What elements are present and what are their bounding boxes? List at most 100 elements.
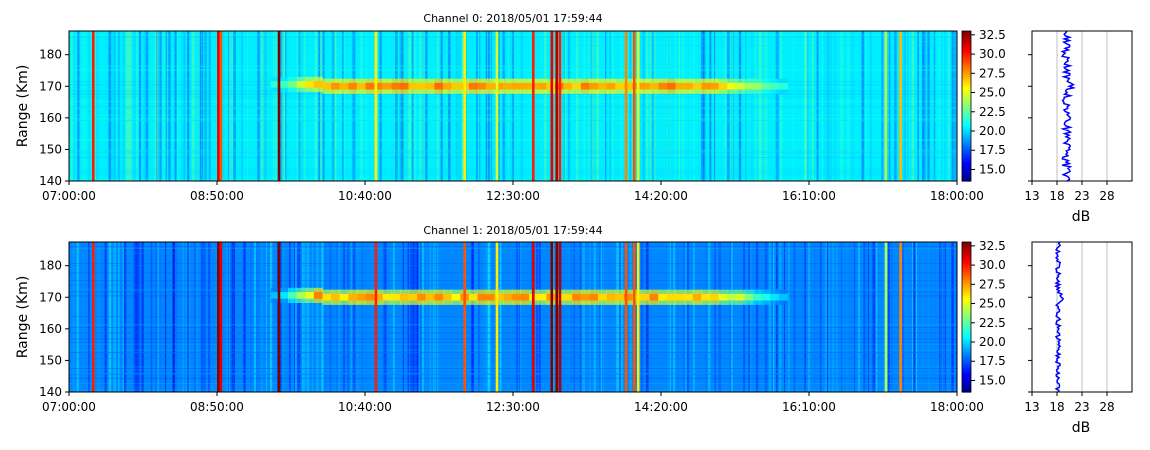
heatmap-streak: [724, 31, 727, 181]
channel-1-colorbar: 15.0 17.5 20.0 22.5 25.0 27.5 30.0 32.5: [961, 239, 1006, 393]
colorbar-frame: [961, 30, 972, 182]
heatmap-streak: [437, 242, 439, 392]
colorbar-segment: [962, 79, 971, 82]
heatmap-streak: [748, 242, 750, 392]
heatmap-streak: [241, 31, 243, 181]
heatmap-streak: [295, 242, 297, 392]
heatmap-streak: [814, 242, 816, 392]
colorbar-tick-label: 30.0: [979, 258, 1006, 272]
profile-curve: [1060, 30, 1077, 182]
heatmap-streak: [708, 242, 711, 392]
heatmap-streak: [939, 242, 941, 392]
echo-layer-segment: [348, 82, 358, 90]
heatmap-streak: [553, 31, 556, 181]
echo-layer-segment: [727, 82, 737, 90]
colorbar-segment: [962, 264, 971, 267]
interference-line: [277, 242, 281, 392]
heatmap-range-row: [69, 358, 957, 360]
colorbar-segment: [962, 171, 971, 174]
colorbar-segment: [962, 298, 971, 301]
heatmap-streak: [573, 242, 575, 392]
heatmap-streak: [589, 242, 592, 392]
colorbar-segment: [962, 268, 971, 271]
heatmap-streak: [705, 242, 707, 392]
heatmap-streak: [564, 31, 566, 181]
echo-layer-segment: [365, 293, 375, 301]
echo-layer-segment: [288, 292, 298, 299]
heatmap-streak: [646, 31, 649, 181]
heatmap-streak: [343, 242, 346, 392]
heatmap-streak: [520, 31, 523, 181]
colorbar-segment: [962, 378, 971, 381]
colorbar-segment: [962, 300, 971, 303]
heatmap-streak: [579, 242, 581, 392]
heatmap-range-row: [69, 386, 957, 388]
echo-layer-segment: [623, 82, 633, 90]
heatmap-streak: [383, 242, 385, 392]
channel-1-ylabel: Range (Km): [15, 276, 31, 359]
colorbar-segment: [962, 145, 971, 148]
heatmap-streak: [379, 31, 382, 181]
colorbar-segment: [962, 336, 971, 339]
heatmap-streak: [256, 242, 259, 392]
colorbar-segment: [962, 53, 971, 56]
heatmap-streak: [819, 242, 822, 392]
heatmap-range-row: [69, 280, 957, 282]
heatmap-streak: [164, 242, 167, 392]
channel-1-profile: 13 18 23 28: [1024, 241, 1133, 414]
colorbar-segment: [962, 107, 971, 110]
echo-layer-segment: [313, 292, 323, 299]
heatmap-streak: [678, 31, 680, 181]
heatmap-streak: [667, 242, 669, 392]
colorbar-segment: [962, 356, 971, 359]
echo-layer-segment: [331, 82, 341, 90]
interference-line: [92, 242, 95, 392]
colorbar-segment: [962, 141, 971, 144]
echo-layer-segment: [313, 81, 323, 88]
heatmap-streak: [422, 242, 424, 392]
heatmap-streak: [591, 242, 593, 392]
heatmap-streak: [112, 31, 115, 181]
channel-1-x-ticks: 07:00:00 08:50:00 10:40:00 12:30:00 14:20:00…: [42, 392, 984, 414]
colorbar-segment: [962, 292, 971, 295]
heatmap-streak: [853, 242, 856, 392]
heatmap-streak: [827, 242, 829, 392]
heatmap-streak: [822, 31, 823, 181]
colorbar-segment: [962, 348, 971, 351]
colorbar-segment: [962, 57, 971, 60]
heatmap-streak: [913, 242, 916, 392]
colorbar-segment: [962, 85, 971, 88]
interference-line: [558, 31, 562, 181]
colorbar-segment: [962, 87, 971, 90]
heatmap-streak: [610, 31, 612, 181]
heatmap-streak: [953, 242, 955, 392]
heatmap-streak: [715, 31, 717, 181]
heatmap-range-row: [69, 114, 957, 116]
heatmap-streak: [651, 31, 654, 181]
heatmap-streak: [447, 31, 451, 181]
colorbar-segment: [962, 260, 971, 263]
echo-layer-segment: [382, 82, 392, 90]
heatmap-streak: [194, 242, 196, 392]
interference-line: [884, 31, 888, 181]
heatmap-range-row: [69, 332, 957, 334]
echo-layer-segment: [279, 81, 289, 88]
x-tick-label: 16:10:00: [782, 189, 836, 203]
heatmap-streak: [688, 31, 690, 181]
heatmap-streak: [795, 242, 797, 392]
heatmap-streak: [703, 31, 706, 181]
heatmap-streak: [499, 242, 502, 392]
heatmap-streak: [778, 242, 782, 392]
heatmap-streak: [851, 31, 854, 181]
heatmap-streak: [498, 242, 501, 392]
heatmap-streak: [229, 242, 231, 392]
heatmap-range-row: [69, 383, 957, 385]
heatmap-streak: [402, 242, 405, 392]
colorbar-segment: [962, 368, 971, 371]
heatmap-streak: [352, 31, 355, 181]
heatmap-streak: [943, 242, 946, 392]
heatmap-streak: [485, 242, 488, 392]
heatmap-streak: [619, 242, 621, 392]
heatmap-streak: [113, 242, 117, 392]
interference-line: [495, 242, 499, 392]
